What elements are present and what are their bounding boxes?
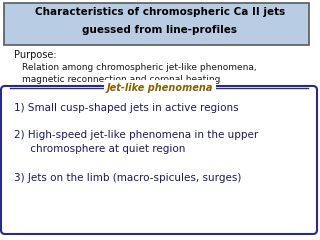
Text: guessed from line-profiles: guessed from line-profiles bbox=[83, 25, 237, 35]
FancyBboxPatch shape bbox=[1, 86, 317, 234]
Text: Characteristics of chromospheric Ca II jets: Characteristics of chromospheric Ca II j… bbox=[35, 7, 285, 17]
Text: 2) High-speed jet-like phenomena in the upper: 2) High-speed jet-like phenomena in the … bbox=[14, 130, 258, 140]
Text: 1) Small cusp-shaped jets in active regions: 1) Small cusp-shaped jets in active regi… bbox=[14, 103, 239, 113]
Text: chromosphere at quiet region: chromosphere at quiet region bbox=[14, 144, 185, 154]
Text: magnetic reconnection and coronal heating: magnetic reconnection and coronal heatin… bbox=[22, 74, 220, 84]
Text: 3) Jets on the limb (macro-spicules, surges): 3) Jets on the limb (macro-spicules, sur… bbox=[14, 173, 241, 183]
Text: Jet-like phenomena: Jet-like phenomena bbox=[107, 83, 213, 93]
Text: Relation among chromospheric jet-like phenomena,: Relation among chromospheric jet-like ph… bbox=[22, 64, 257, 72]
FancyBboxPatch shape bbox=[4, 3, 309, 45]
Text: Purpose:: Purpose: bbox=[14, 50, 57, 60]
